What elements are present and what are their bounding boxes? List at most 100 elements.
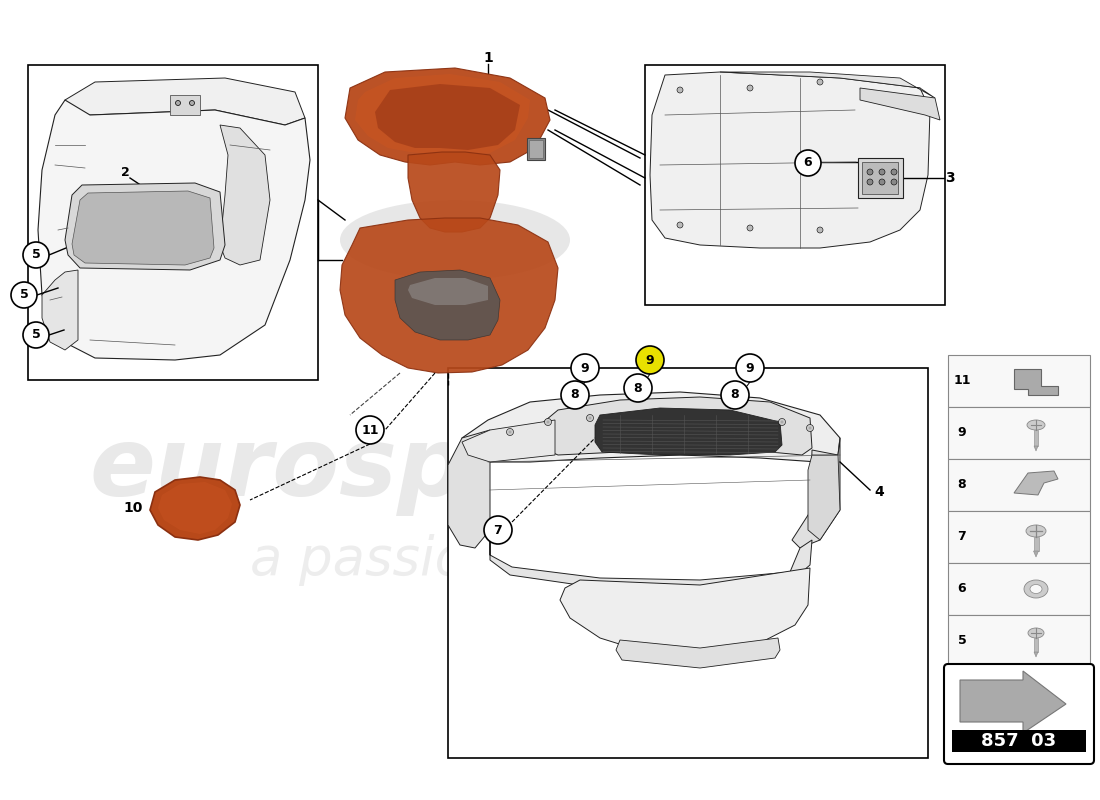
Text: 9: 9 <box>958 426 966 439</box>
Circle shape <box>879 179 886 185</box>
Circle shape <box>795 150 821 176</box>
Polygon shape <box>1034 446 1038 451</box>
Polygon shape <box>395 270 500 340</box>
Polygon shape <box>150 477 240 540</box>
Polygon shape <box>340 218 558 373</box>
Polygon shape <box>462 392 840 462</box>
Ellipse shape <box>1026 525 1046 537</box>
Polygon shape <box>1014 471 1058 495</box>
Circle shape <box>736 354 764 382</box>
Polygon shape <box>72 191 214 265</box>
Polygon shape <box>860 88 940 120</box>
Circle shape <box>747 85 754 91</box>
Bar <box>948 459 1090 511</box>
Circle shape <box>867 179 873 185</box>
Polygon shape <box>448 430 490 548</box>
Circle shape <box>747 225 754 231</box>
Text: 7: 7 <box>958 530 967 543</box>
Bar <box>948 407 1090 459</box>
Polygon shape <box>158 482 232 534</box>
Text: 4: 4 <box>874 485 883 499</box>
Circle shape <box>867 169 873 175</box>
Circle shape <box>676 87 683 93</box>
FancyBboxPatch shape <box>944 664 1094 764</box>
Polygon shape <box>1014 369 1058 395</box>
Text: 5: 5 <box>958 634 967 647</box>
Circle shape <box>23 242 50 268</box>
Text: 7: 7 <box>494 523 503 537</box>
Circle shape <box>879 169 886 175</box>
Bar <box>858 158 903 198</box>
Text: 9: 9 <box>581 362 590 374</box>
Circle shape <box>356 416 384 444</box>
Text: 1: 1 <box>483 51 493 65</box>
Text: 9: 9 <box>746 362 755 374</box>
Circle shape <box>808 426 812 430</box>
Bar <box>1034 638 1038 652</box>
Polygon shape <box>375 84 520 150</box>
Text: 5: 5 <box>20 289 29 302</box>
Text: 3: 3 <box>945 171 955 185</box>
Circle shape <box>11 282 37 308</box>
Polygon shape <box>65 78 305 125</box>
Polygon shape <box>960 671 1066 733</box>
Circle shape <box>23 322 50 348</box>
Polygon shape <box>39 100 310 360</box>
Circle shape <box>506 429 514 435</box>
Polygon shape <box>560 568 810 655</box>
Polygon shape <box>355 74 530 157</box>
Bar <box>448 368 928 758</box>
Polygon shape <box>65 183 226 270</box>
Text: eurosparb: eurosparb <box>89 423 650 517</box>
Polygon shape <box>595 408 782 455</box>
Ellipse shape <box>1024 580 1048 598</box>
Circle shape <box>781 421 783 423</box>
Text: 10: 10 <box>123 501 143 515</box>
Circle shape <box>176 101 180 106</box>
Circle shape <box>189 101 195 106</box>
Polygon shape <box>808 455 840 540</box>
Bar <box>527 138 544 160</box>
Text: 1985: 1985 <box>465 582 614 638</box>
Circle shape <box>891 179 896 185</box>
Bar <box>862 162 898 194</box>
Text: 8: 8 <box>958 478 966 491</box>
Polygon shape <box>462 420 556 462</box>
Text: 5: 5 <box>32 249 41 262</box>
Circle shape <box>547 421 550 423</box>
Circle shape <box>676 222 683 228</box>
Circle shape <box>636 346 664 374</box>
Circle shape <box>624 374 652 402</box>
Polygon shape <box>720 72 935 98</box>
Polygon shape <box>792 438 840 548</box>
Text: 6: 6 <box>958 582 966 595</box>
Polygon shape <box>408 278 488 305</box>
Circle shape <box>779 418 785 426</box>
Polygon shape <box>1034 652 1038 657</box>
Polygon shape <box>42 270 78 350</box>
Polygon shape <box>650 72 930 248</box>
Circle shape <box>561 381 588 409</box>
Ellipse shape <box>1030 585 1042 594</box>
Polygon shape <box>1034 551 1038 557</box>
Text: a passion for: a passion for <box>250 534 590 586</box>
Text: 8: 8 <box>571 389 580 402</box>
Circle shape <box>508 430 512 434</box>
Bar <box>948 511 1090 563</box>
Bar <box>1034 430 1038 446</box>
Bar <box>28 65 318 380</box>
Text: 9: 9 <box>646 354 654 366</box>
Text: 5: 5 <box>32 329 41 342</box>
Circle shape <box>891 169 896 175</box>
Ellipse shape <box>340 200 570 280</box>
Circle shape <box>720 381 749 409</box>
Text: 8: 8 <box>634 382 642 394</box>
Ellipse shape <box>1027 420 1045 430</box>
Polygon shape <box>540 397 812 455</box>
Circle shape <box>544 418 551 426</box>
Text: 857  03: 857 03 <box>981 732 1057 750</box>
Text: 2: 2 <box>121 166 130 178</box>
Text: 6: 6 <box>804 157 812 170</box>
Text: 11: 11 <box>954 374 970 387</box>
Bar <box>952 730 1086 752</box>
